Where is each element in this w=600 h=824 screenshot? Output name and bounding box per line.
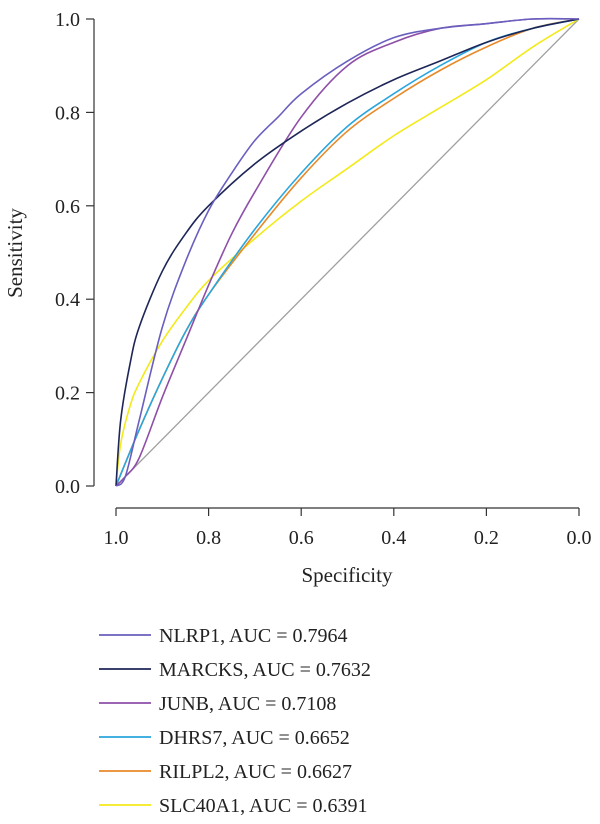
roc-curves <box>115 17 580 487</box>
legend-label: DHRS7, AUC = 0.6652 <box>159 727 350 749</box>
legend-item: MARCKS, AUC = 0.7632 <box>99 659 371 681</box>
reference-diagonal <box>115 18 580 487</box>
y-tick-label: 0.0 <box>55 476 80 498</box>
x-tick-label: 0.0 <box>567 527 592 549</box>
x-tick-label: 1.0 <box>104 527 129 549</box>
legend-label: SLC40A1, AUC = 0.6391 <box>159 795 368 817</box>
legend: NLRP1, AUC = 0.7964 MARCKS, AUC = 0.7632 J… <box>99 625 371 817</box>
legend-item: NLRP1, AUC = 0.7964 <box>99 625 348 647</box>
legend-label: RILPL2, AUC = 0.6627 <box>159 761 352 783</box>
legend-item: RILPL2, AUC = 0.6627 <box>99 761 352 783</box>
x-tick-label: 0.6 <box>289 527 314 549</box>
legend-label: JUNB, AUC = 0.7108 <box>159 693 336 715</box>
legend-label: NLRP1, AUC = 0.7964 <box>159 625 348 647</box>
legend-item: SLC40A1, AUC = 0.6391 <box>99 795 368 817</box>
plot-frame <box>93 19 579 509</box>
y-tick-label: 1.0 <box>55 9 80 31</box>
y-tick-label: 0.4 <box>55 289 80 311</box>
x-axis: 1.0 0.8 0.6 0.4 0.2 0.0 <box>104 508 592 549</box>
roc-curve-5 <box>115 18 580 487</box>
x-tick-label: 0.2 <box>474 527 499 549</box>
legend-item: DHRS7, AUC = 0.6652 <box>99 727 350 749</box>
y-axis: 0.0 0.2 0.4 0.6 0.8 1.0 <box>55 9 94 498</box>
legend-label: MARCKS, AUC = 0.7632 <box>159 659 371 681</box>
y-tick-label: 0.2 <box>55 383 80 405</box>
x-tick-label: 0.8 <box>196 527 221 549</box>
roc-curve-1 <box>115 18 580 487</box>
legend-item: JUNB, AUC = 0.7108 <box>99 693 336 715</box>
reference-line <box>115 18 580 487</box>
x-axis-title: Specificity <box>302 563 393 587</box>
y-tick-label: 0.8 <box>55 102 80 124</box>
y-axis-title: Sensitivity <box>3 208 27 298</box>
y-tick-label: 0.6 <box>55 196 80 218</box>
x-tick-label: 0.4 <box>381 527 406 549</box>
roc-curve-0 <box>115 17 580 487</box>
